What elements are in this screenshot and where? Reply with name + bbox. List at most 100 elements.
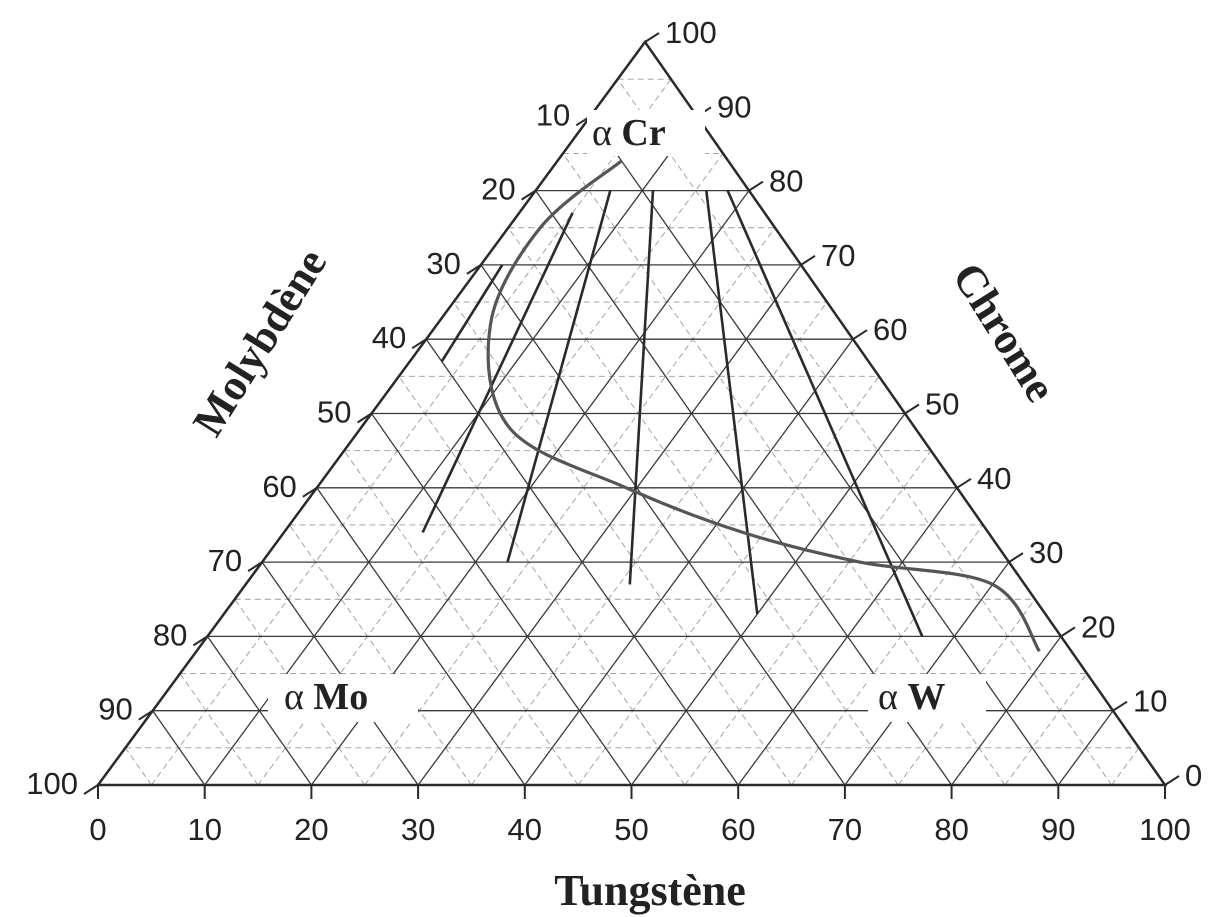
phase-label-alpha-cr: α Cr [592, 112, 666, 154]
tie-line [506, 190, 612, 563]
grid-line-minor [124, 747, 152, 786]
tick-label-bottom: 60 [721, 812, 755, 847]
tick-label-left: 50 [317, 395, 351, 430]
tick-label-left: 40 [372, 320, 406, 355]
tick-mark-left [521, 189, 537, 201]
tie-line [421, 212, 574, 533]
tick-mark-right [904, 403, 920, 415]
tie-line [705, 190, 759, 615]
grid-line-minor [1004, 673, 1088, 786]
phase-label-alpha-mo: α Mo [284, 676, 368, 718]
tick-label-right: 50 [925, 387, 959, 422]
tick-label-left: 70 [208, 543, 242, 578]
grid-line-minor [179, 673, 259, 786]
bottom-tick-labels: 0 10 20 30 40 50 60 70 80 90 100 [89, 812, 1190, 847]
grid-line-major [480, 264, 846, 786]
minor-grid [124, 78, 1140, 786]
grid-line-major [206, 636, 312, 786]
tick-label-left: 100 [26, 766, 78, 801]
tick-label-right: 70 [821, 238, 855, 273]
tick-marks [83, 32, 1180, 799]
axis-title-tungstene: Tungstène [554, 866, 746, 915]
grid-line-major [1057, 710, 1114, 786]
axis-title-molybdene: Molybdène [183, 240, 336, 444]
grid-line-minor [791, 524, 984, 786]
grid-line-minor [562, 153, 1006, 786]
tick-mark-right [800, 255, 816, 266]
right-tick-labels: 0 10 20 30 40 50 60 70 80 90 100 [665, 15, 1202, 793]
tick-label-left: 30 [426, 246, 460, 281]
grid-line-minor [453, 301, 792, 786]
tick-label-bottom: 40 [508, 812, 542, 847]
tick-label-bottom: 10 [187, 812, 221, 847]
tick-label-right: 20 [1081, 609, 1115, 644]
tick-label-bottom: 100 [1139, 812, 1191, 847]
tick-mark-right [1008, 552, 1024, 563]
grid-line-minor [684, 450, 932, 786]
phase-label-bg-w [868, 674, 986, 722]
tick-label-right: 60 [873, 312, 907, 347]
tick-mark-right [748, 180, 764, 192]
tick-mark-left [356, 412, 373, 424]
grid-line-minor [343, 450, 579, 786]
tie-line [440, 264, 504, 363]
tick-label-bottom: 50 [614, 812, 648, 847]
tick-mark-left [411, 338, 427, 350]
tick-label-left: 90 [98, 692, 132, 727]
tick-mark-left [466, 264, 482, 275]
tick-mark-left [83, 784, 99, 795]
tick-mark-right [1164, 775, 1180, 786]
left-tick-labels: 10 20 30 40 50 60 70 80 90 100 [26, 97, 570, 801]
tick-label-bottom: 90 [1041, 812, 1075, 847]
phase-label-bg-mo [268, 674, 418, 722]
tick-label-right: 80 [769, 164, 803, 199]
tick-label-right: 90 [717, 89, 751, 124]
tick-mark-right [956, 477, 972, 489]
tick-mark-left [302, 486, 318, 498]
grid-line-minor [577, 376, 880, 786]
tick-label-right: 40 [977, 461, 1011, 496]
grid-line-major [370, 413, 633, 786]
tick-label-bottom: 30 [401, 812, 435, 847]
major-grid [152, 115, 1114, 786]
grid-line-major [152, 710, 206, 786]
axis-title-chrome: Chrome [943, 254, 1066, 410]
phase-label-bg-cr [587, 110, 705, 156]
grid-line-minor [398, 376, 686, 786]
grid-line-major [737, 487, 958, 786]
tick-label-left: 20 [481, 172, 515, 207]
tick-mark-right [1112, 700, 1128, 712]
grid-line-major [951, 636, 1062, 786]
tie-line [628, 190, 655, 585]
tick-mark-left [138, 709, 154, 721]
tie-line [726, 190, 924, 637]
phase-label-alpha-w: α W [878, 676, 945, 718]
grid-line-minor [471, 301, 828, 786]
tick-label-right: 30 [1029, 535, 1063, 570]
tick-mark-left [247, 561, 263, 572]
tick-label-bottom: 80 [934, 812, 968, 847]
tick-label-bottom: 20 [294, 812, 328, 847]
tick-label-left: 60 [262, 469, 296, 504]
grid-line-major [417, 264, 802, 786]
tick-label-bottom: 70 [828, 812, 862, 847]
phase-boundary-curve [486, 159, 1041, 653]
grid-line-minor [150, 78, 672, 786]
tick-mark-right [852, 329, 868, 341]
grid-line-minor [289, 524, 472, 786]
grid-line-major [630, 413, 906, 786]
grid-line-minor [617, 78, 1113, 786]
grid-line-major [204, 115, 698, 786]
tie-lines [421, 190, 924, 637]
grid-line-major [589, 115, 1059, 786]
tick-mark-right [1060, 626, 1076, 638]
grid-line-major [844, 561, 1010, 786]
tick-label-bottom: 0 [89, 812, 106, 847]
grid-line-minor [1111, 747, 1140, 786]
grid-line-major [316, 487, 526, 786]
grid-line-minor [364, 227, 776, 786]
tick-label-right: 100 [665, 15, 717, 50]
tick-label-left: 80 [153, 617, 187, 652]
grid-line-major [261, 561, 419, 786]
